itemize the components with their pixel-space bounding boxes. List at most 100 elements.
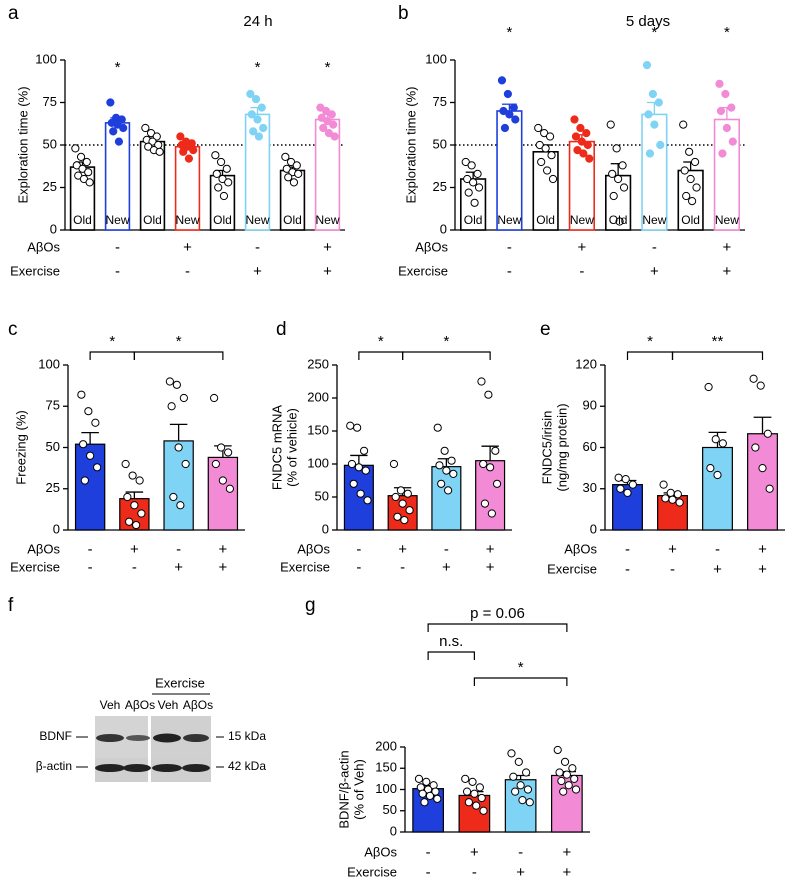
y-tick-label: 100 bbox=[425, 51, 447, 66]
bar-label: New bbox=[497, 213, 521, 227]
data-point bbox=[571, 132, 581, 141]
data-point bbox=[579, 149, 588, 158]
y-tick-label: 0 bbox=[390, 823, 397, 838]
data-point bbox=[449, 469, 458, 478]
condition-value: + bbox=[183, 239, 192, 256]
data-point bbox=[176, 501, 185, 510]
condition-value: - bbox=[176, 541, 181, 558]
y-tick-label: 0 bbox=[590, 521, 597, 536]
data-point bbox=[464, 188, 473, 197]
lane-label: Veh bbox=[100, 698, 121, 712]
y-axis-label: FNDC5 mRNA bbox=[269, 405, 284, 491]
row-label: β-actin bbox=[36, 759, 72, 773]
data-point bbox=[487, 509, 496, 518]
data-point bbox=[570, 115, 579, 124]
data-point bbox=[685, 147, 694, 156]
condition-value: + bbox=[722, 239, 731, 256]
data-point bbox=[477, 793, 486, 803]
y-tick-label: 100 bbox=[38, 356, 60, 371]
significance: ** bbox=[712, 333, 724, 350]
bar bbox=[702, 446, 733, 531]
bar-label: Old bbox=[681, 213, 700, 227]
data-point bbox=[570, 774, 579, 783]
data-point bbox=[246, 89, 255, 99]
data-point bbox=[121, 459, 130, 469]
data-point bbox=[353, 423, 362, 432]
data-point bbox=[330, 132, 339, 141]
data-point bbox=[259, 123, 268, 133]
data-point bbox=[155, 147, 164, 156]
data-point bbox=[509, 103, 518, 112]
data-point bbox=[470, 789, 479, 798]
bar-label: New bbox=[175, 213, 199, 227]
data-point bbox=[389, 459, 399, 469]
data-point bbox=[289, 178, 299, 187]
data-point bbox=[216, 157, 226, 167]
band bbox=[153, 733, 181, 743]
y-tick-label: 50 bbox=[383, 802, 397, 817]
data-point bbox=[361, 466, 370, 475]
data-point bbox=[621, 475, 630, 484]
data-point bbox=[225, 484, 234, 493]
data-point bbox=[347, 459, 357, 469]
data-point bbox=[661, 494, 670, 503]
data-point bbox=[214, 183, 223, 192]
condition-value: - bbox=[132, 559, 137, 576]
panel-label: b bbox=[398, 3, 409, 24]
data-point bbox=[79, 440, 88, 449]
condition-value: - bbox=[715, 541, 720, 558]
condition-value: - bbox=[670, 561, 675, 578]
data-point bbox=[363, 496, 372, 505]
data-point bbox=[132, 520, 141, 530]
data-point bbox=[84, 168, 93, 177]
data-point bbox=[666, 488, 675, 497]
y-tick-label: 250 bbox=[307, 356, 329, 371]
data-point bbox=[659, 480, 668, 489]
y-tick-label: 100 bbox=[307, 455, 329, 470]
condition-label: AβOs bbox=[27, 239, 60, 254]
condition-value: + bbox=[442, 559, 451, 576]
condition-value: - bbox=[400, 559, 405, 576]
data-point bbox=[614, 473, 623, 482]
panel-label: e bbox=[540, 319, 551, 340]
condition-value: + bbox=[253, 263, 262, 280]
data-point bbox=[503, 89, 512, 99]
data-point bbox=[217, 443, 226, 452]
data-point bbox=[475, 783, 484, 792]
condition-value: + bbox=[130, 541, 139, 558]
bar-label: New bbox=[315, 213, 339, 227]
band bbox=[182, 764, 210, 772]
data-point bbox=[491, 446, 500, 455]
bar-label: Old bbox=[283, 213, 302, 227]
data-point bbox=[135, 476, 144, 485]
data-point bbox=[583, 140, 592, 150]
data-point bbox=[169, 492, 178, 502]
data-point bbox=[211, 459, 220, 469]
data-point bbox=[414, 774, 424, 783]
condition-value: + bbox=[516, 864, 525, 881]
data-point bbox=[464, 798, 473, 807]
data-point bbox=[76, 152, 86, 161]
data-point bbox=[420, 798, 429, 807]
data-point bbox=[492, 479, 502, 488]
condition-value: + bbox=[758, 541, 767, 558]
y-tick-label: 25 bbox=[43, 179, 57, 194]
data-point bbox=[679, 120, 688, 129]
bar-label: Old bbox=[73, 213, 92, 227]
data-point bbox=[130, 501, 139, 510]
bar-label: New bbox=[570, 213, 594, 227]
data-point bbox=[763, 429, 772, 438]
lane-label: AβOs bbox=[183, 698, 213, 712]
data-point bbox=[281, 152, 290, 161]
data-point bbox=[329, 120, 338, 129]
significance: * bbox=[518, 659, 524, 676]
condition-label: Exercise bbox=[398, 263, 448, 278]
data-point bbox=[608, 169, 617, 178]
size-label: 42 kDa bbox=[228, 759, 266, 773]
data-point bbox=[648, 89, 657, 99]
data-point bbox=[553, 745, 562, 755]
data-point bbox=[109, 127, 118, 136]
data-point bbox=[509, 772, 518, 781]
